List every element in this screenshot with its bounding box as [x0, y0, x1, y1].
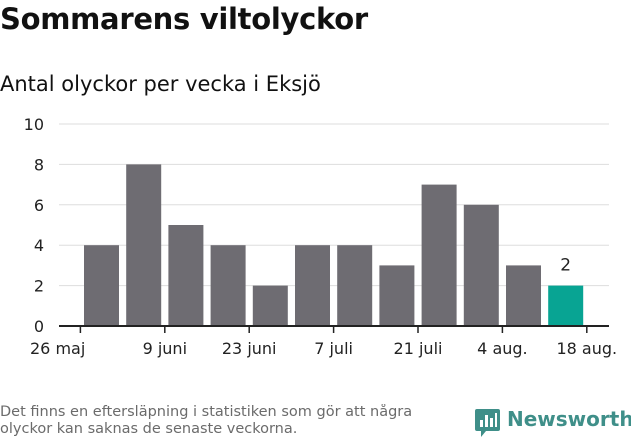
footnote: Det finns en eftersläpning i statistiken…	[0, 404, 413, 437]
x-tick-label: 4 aug.	[477, 339, 527, 358]
bar	[548, 285, 584, 326]
bar	[126, 164, 162, 326]
bar	[463, 204, 499, 326]
y-tick-label: 8	[34, 155, 44, 174]
x-tick-label: 7 juli	[314, 339, 353, 358]
y-tick-label: 4	[34, 236, 44, 255]
bars	[84, 164, 584, 326]
x-tick-label: 21 juli	[394, 339, 443, 358]
bar-chart-speech-bubble-icon	[475, 409, 500, 437]
bar	[252, 285, 288, 326]
bar	[506, 265, 541, 326]
data-label: 2	[560, 256, 571, 276]
bar	[295, 245, 330, 326]
bar	[421, 184, 457, 326]
brand-name: Newsworthy	[507, 407, 631, 431]
bar	[379, 265, 415, 326]
x-tick-label: 23 juni	[222, 339, 277, 358]
bar	[337, 245, 373, 326]
x-axis-labels: 26 maj 9 juni 23 juni 7 juli 21 juli 4 aug. 18…	[30, 339, 617, 358]
y-axis-labels: 0 2 4 6 8 10	[24, 115, 44, 336]
y-tick-label: 0	[34, 317, 44, 336]
bar	[84, 245, 119, 326]
annotations: 2	[560, 256, 571, 276]
x-tick-label: 26 maj	[30, 339, 85, 358]
y-tick-label: 10	[24, 115, 44, 134]
y-tick-label: 6	[34, 196, 44, 215]
x-tick-label: 9 juni	[143, 339, 187, 358]
bar	[210, 245, 246, 326]
page-title: Sommarens viltolyckor	[0, 2, 368, 36]
x-axis	[59, 325, 609, 333]
brand-logo[interactable]: Newsworthy	[475, 407, 631, 438]
bar	[168, 225, 204, 326]
chart-subtitle: Antal olyckor per vecka i Eksjö	[0, 72, 321, 96]
x-tick-label: 18 aug.	[556, 339, 617, 358]
y-tick-label: 2	[34, 277, 44, 296]
